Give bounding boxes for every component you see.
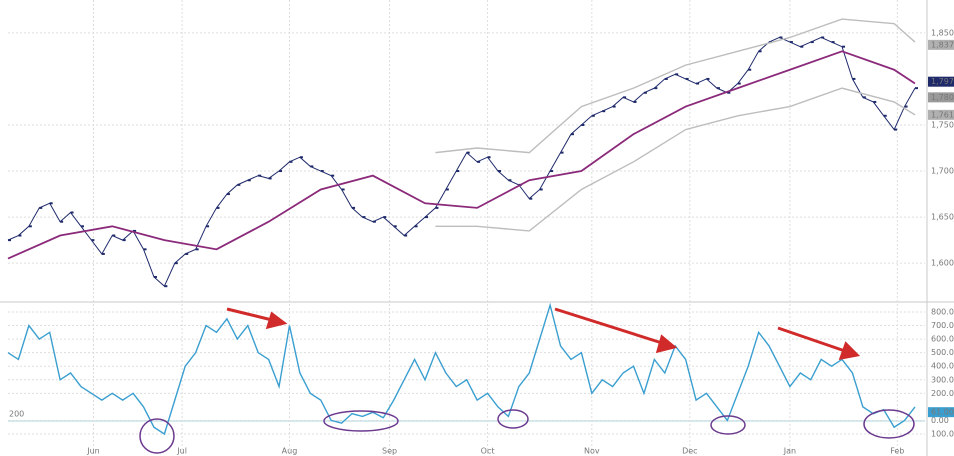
- y-tick-label: 1,600.00: [931, 259, 954, 268]
- y-tick-label: 400.00: [931, 362, 954, 371]
- x-tick-label: Sep: [382, 447, 397, 456]
- x-tick-label: Oct: [481, 447, 495, 456]
- last-value-box: [928, 76, 954, 87]
- y-tick-label: 100.00: [931, 430, 954, 439]
- y-tick-label: 700.00: [931, 321, 954, 330]
- y-tick-label: 500.00: [931, 348, 954, 357]
- y-tick-label: 600.00: [931, 335, 954, 344]
- left-label: 200: [9, 410, 24, 419]
- y-tick-label: 1,700.00: [931, 167, 954, 176]
- oscillator-line: [7, 302, 916, 436]
- x-tick-label: Aug: [282, 447, 298, 456]
- last-value-box: [928, 109, 954, 120]
- last-value-box: [928, 92, 954, 103]
- last-value-label: 61.00: [931, 408, 954, 417]
- last-value-label: 1,797: [931, 77, 954, 86]
- x-tick-label: Jan: [783, 447, 796, 456]
- y-tick-label: 1,750.00: [931, 120, 954, 129]
- series-line: [435, 87, 916, 232]
- y-tick-label: 1,850.00: [931, 28, 954, 37]
- x-tick-label: Dec: [682, 447, 697, 456]
- x-tick-label: Jul: [176, 447, 187, 456]
- last-value-box: [928, 407, 954, 418]
- last-value-label: 1,780: [931, 93, 954, 102]
- x-tick-label: Feb: [890, 447, 904, 456]
- series-line: [7, 36, 916, 288]
- x-tick-label: Nov: [584, 447, 600, 456]
- series-line: [435, 18, 916, 154]
- annotations: [139, 307, 915, 454]
- series-line: [7, 50, 916, 260]
- y-tick-label: 0.00: [931, 416, 949, 425]
- last-value-label: 1,837: [931, 40, 954, 49]
- y-tick-label: 1,650.00: [931, 213, 954, 222]
- last-value-box: [928, 39, 954, 50]
- last-value-label: 1,761: [931, 110, 954, 119]
- y-tick-label: 200.00: [931, 389, 954, 398]
- y-tick-label: 800.00: [931, 308, 954, 317]
- y-tick-label: 300.00: [931, 375, 954, 384]
- x-tick-label: Jun: [86, 447, 100, 456]
